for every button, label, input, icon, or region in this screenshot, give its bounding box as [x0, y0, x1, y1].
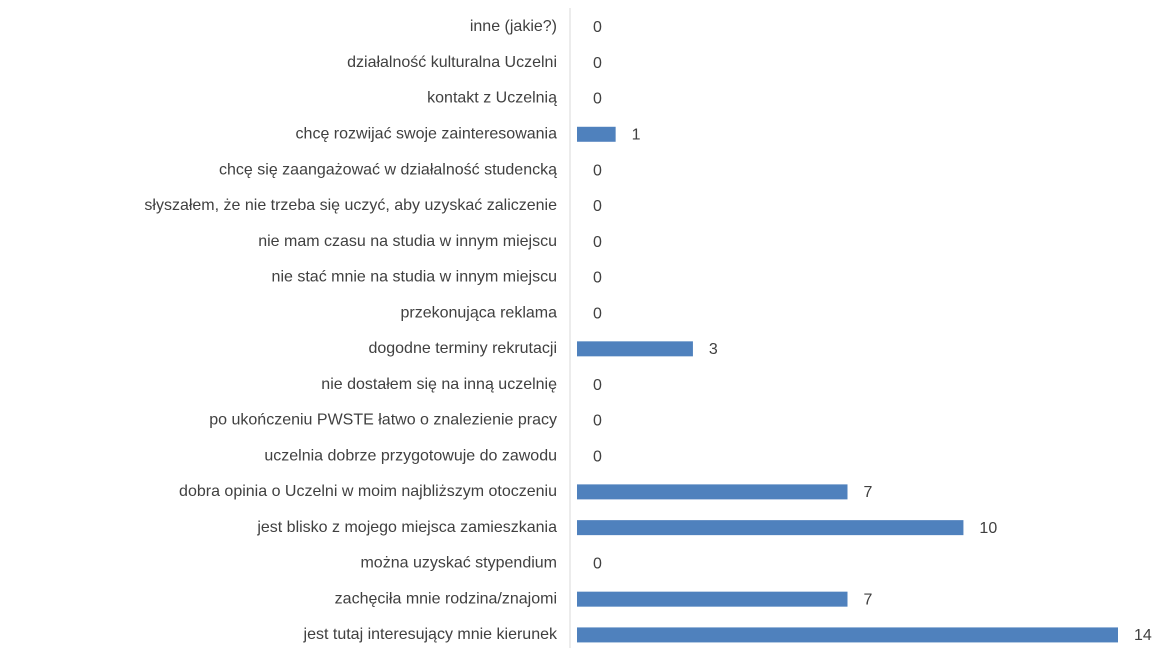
category-label: jest blisko z mojego miejsca zamieszkani… — [256, 519, 557, 536]
data-label: 7 — [864, 591, 873, 608]
category-label: można uzyskać stypendium — [360, 555, 557, 572]
data-label: 0 — [593, 91, 602, 108]
category-label: inne (jakie?) — [470, 18, 557, 35]
category-label: działalność kulturalna Uczelni — [347, 54, 557, 71]
category-label: dobra opinia o Uczelni w moim najbliższy… — [179, 483, 557, 500]
category-label: po ukończeniu PWSTE łatwo o znalezienie … — [209, 412, 557, 429]
data-label: 0 — [593, 305, 602, 322]
category-label: dogodne terminy rekrutacji — [368, 340, 557, 357]
bar — [577, 591, 848, 607]
category-label: uczelnia dobrze przygotowuje do zawodu — [264, 447, 557, 464]
bar — [577, 484, 848, 500]
data-label: 0 — [593, 19, 602, 36]
data-label: 3 — [709, 341, 718, 358]
bar — [577, 126, 616, 142]
data-label: 0 — [593, 55, 602, 72]
data-label: 0 — [593, 377, 602, 394]
data-label: 0 — [593, 270, 602, 287]
data-label: 0 — [593, 162, 602, 179]
category-label: nie mam czasu na studia w innym miejscu — [258, 233, 557, 250]
category-label: nie stać mnie na studia w innym miejscu — [272, 269, 557, 286]
data-label: 7 — [864, 484, 873, 501]
category-label: chcę rozwijać swoje zainteresowania — [296, 125, 558, 142]
data-label: 10 — [979, 520, 997, 537]
bar — [577, 627, 1118, 643]
data-label: 14 — [1134, 627, 1152, 644]
data-label: 0 — [593, 413, 602, 430]
bar — [577, 520, 964, 536]
category-label: jest tutaj interesujący mnie kierunek — [303, 626, 558, 643]
data-label: 0 — [593, 234, 602, 251]
category-label: chcę się zaangażować w działalność stude… — [219, 161, 557, 178]
data-label: 0 — [593, 198, 602, 215]
category-label: nie dostałem się na inną uczelnię — [321, 376, 557, 393]
category-label: kontakt z Uczelnią — [427, 90, 557, 107]
data-label: 1 — [632, 126, 641, 143]
category-label: słyszałem, że nie trzeba się uczyć, aby … — [144, 197, 557, 214]
data-label: 0 — [593, 556, 602, 573]
data-label: 0 — [593, 448, 602, 465]
bar — [577, 341, 693, 357]
category-label: przekonująca reklama — [400, 304, 557, 321]
category-label: zachęciła mnie rodzina/znajomi — [335, 590, 557, 607]
